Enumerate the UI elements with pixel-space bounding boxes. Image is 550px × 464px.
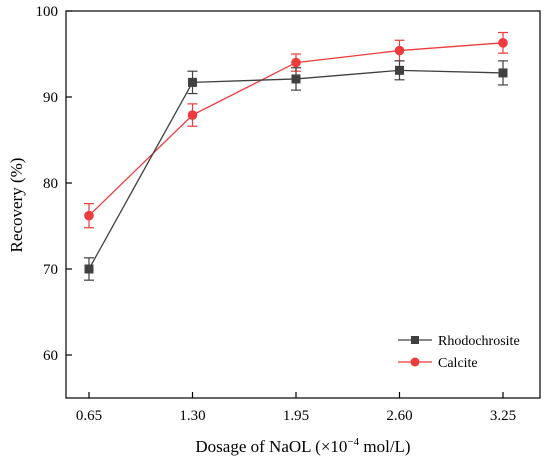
x-tick-label: 2.60 — [386, 408, 412, 424]
legend-label-calcite: Calcite — [438, 356, 478, 371]
y-tick-label: 80 — [43, 176, 58, 192]
data-point — [187, 110, 198, 120]
legend-marker-calcite — [410, 357, 420, 367]
y-tick-label: 100 — [36, 4, 59, 20]
x-tick-label: 1.95 — [283, 408, 309, 424]
y-tick-label: 70 — [43, 262, 58, 278]
data-point — [291, 57, 301, 68]
y-axis-ticks: 60 70 80 90 100 — [36, 4, 72, 364]
plot-frame — [65, 10, 541, 399]
y-tick-label: 90 — [43, 90, 58, 106]
data-point — [188, 77, 197, 87]
data-point — [498, 68, 508, 78]
legend-label-rhodochrosite: Rhodochrosite — [438, 334, 520, 349]
y-axis-title: Recovery (%) — [7, 158, 26, 253]
data-point — [84, 264, 94, 274]
series-calcite — [84, 31, 508, 229]
data-point — [291, 74, 301, 84]
x-axis-title: Dosage of NaOL (×10−4 mol/L) — [195, 436, 410, 456]
x-axis-title-main: Dosage of NaOL (×10 — [195, 437, 347, 456]
x-axis-ticks: 0.65 1.30 1.95 2.60 3.25 — [76, 392, 516, 424]
x-tick-label: 3.25 — [490, 408, 516, 424]
series-line-rhodochrosite — [88, 69, 504, 270]
x-axis-title-suffix: mol/L) — [359, 437, 410, 456]
series-layer — [84, 31, 508, 281]
data-point — [84, 210, 94, 221]
x-axis-title-sup: −4 — [347, 436, 359, 448]
data-point — [498, 38, 508, 48]
data-point — [395, 65, 404, 75]
series-rhodochrosite — [84, 60, 508, 281]
legend-marker-rhodochrosite — [411, 336, 419, 344]
legend: Rhodochrosite Calcite — [398, 334, 520, 371]
data-point — [394, 45, 405, 56]
x-tick-label: 1.30 — [179, 408, 205, 424]
x-tick-label: 0.65 — [76, 408, 102, 424]
y-tick-label: 60 — [43, 348, 58, 364]
